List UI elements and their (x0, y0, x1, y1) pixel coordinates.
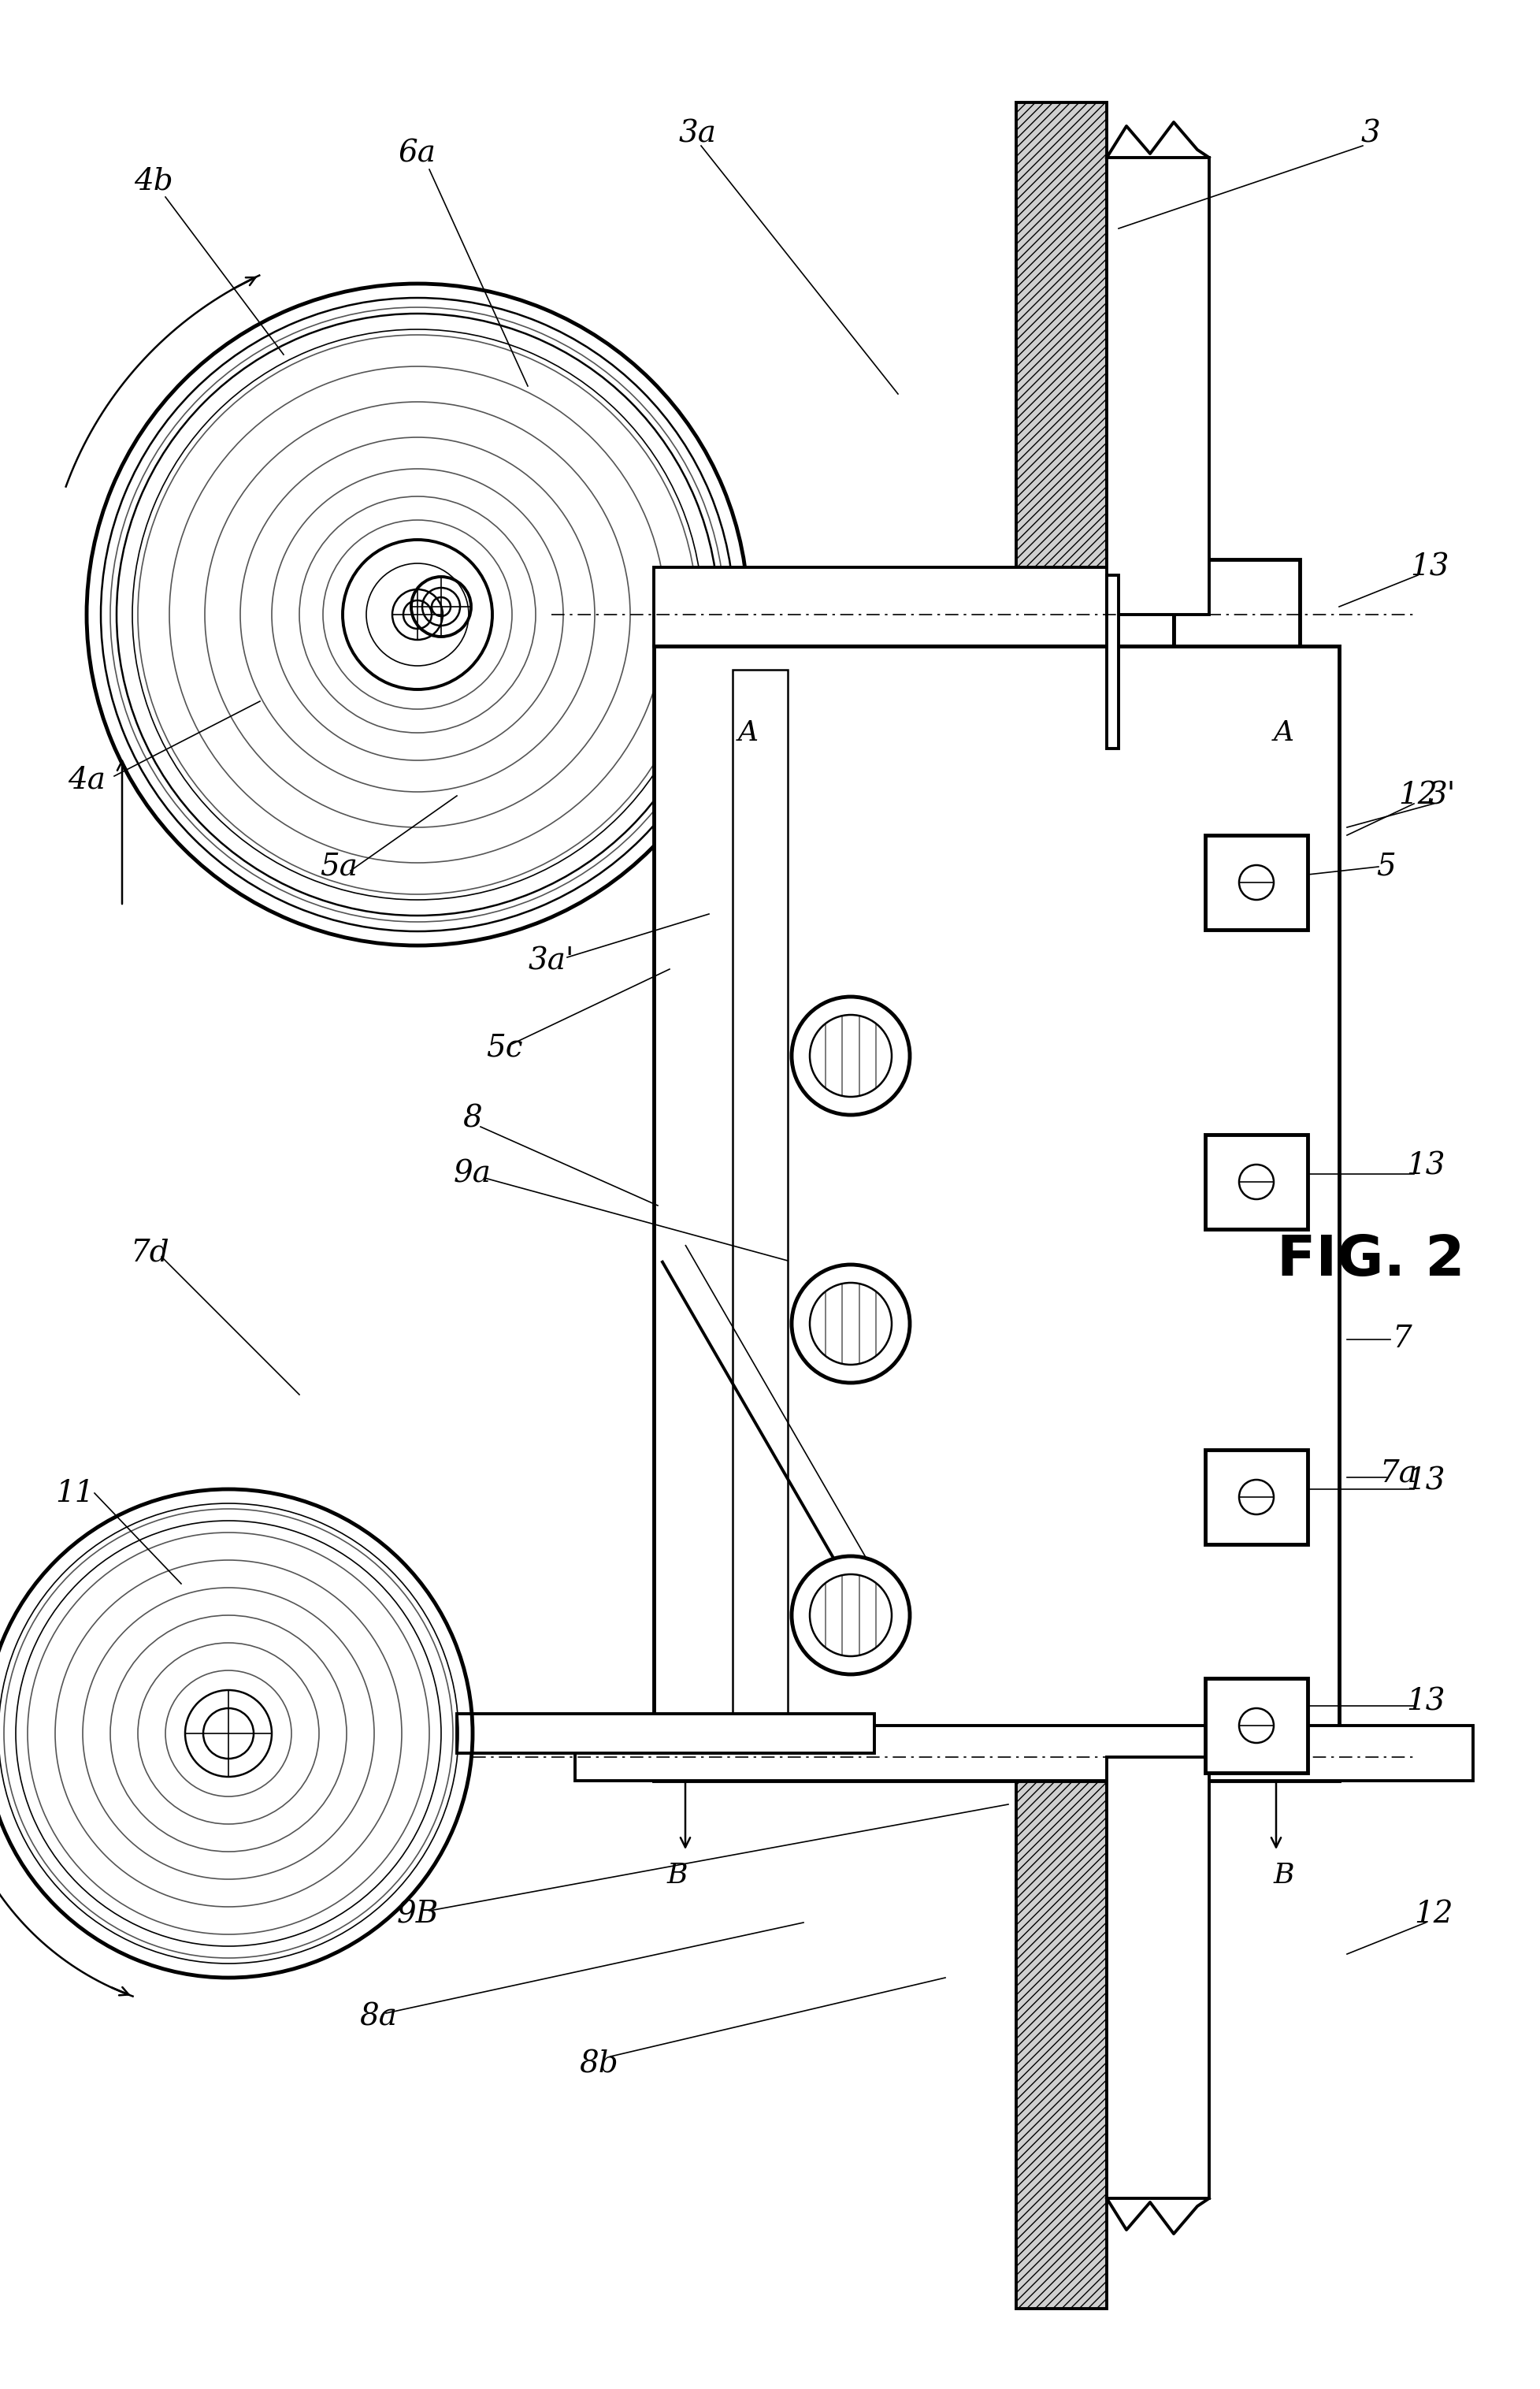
Text: 4b: 4b (134, 167, 172, 196)
Text: 3a': 3a' (528, 946, 574, 975)
Text: 8b: 8b (579, 2050, 618, 2078)
Text: 7: 7 (1392, 1326, 1412, 1355)
Text: 4a: 4a (68, 764, 106, 796)
Text: 8a: 8a (359, 2002, 397, 2031)
Bar (654, 566, 1173, 645)
Bar (1206, 1679, 1307, 1773)
Text: 3a: 3a (678, 119, 716, 148)
Text: 13: 13 (1406, 1467, 1445, 1496)
Bar (1016, 103, 1107, 748)
Text: 6a: 6a (399, 139, 436, 167)
Bar (1016, 645, 1107, 1780)
Text: B: B (1274, 1861, 1295, 1890)
Text: 13: 13 (1406, 1151, 1445, 1180)
Text: 8: 8 (464, 1104, 482, 1132)
Text: 5: 5 (1377, 853, 1397, 882)
Text: 5a: 5a (320, 853, 357, 882)
Text: 12: 12 (1398, 781, 1437, 810)
Bar (574, 1725, 1474, 1780)
Bar (457, 1713, 875, 1754)
Bar (654, 645, 1340, 1780)
Text: 12: 12 (1414, 1899, 1454, 1930)
Text: 9a: 9a (454, 1159, 491, 1190)
Bar (1016, 1756, 1107, 2308)
Bar (1173, 559, 1300, 655)
Text: 5c: 5c (485, 1034, 522, 1063)
Bar (1206, 1450, 1307, 1543)
Text: 13: 13 (1406, 1687, 1445, 1718)
Bar (1206, 836, 1307, 929)
Text: 13: 13 (1411, 552, 1449, 583)
Bar (1107, 158, 1209, 614)
Bar (1107, 576, 1118, 748)
Circle shape (792, 1264, 910, 1383)
Bar (1107, 1756, 1209, 2198)
Text: FIG. 2: FIG. 2 (1277, 1233, 1465, 1288)
Text: 7a: 7a (1380, 1460, 1417, 1488)
Circle shape (792, 1555, 910, 1675)
Bar (733, 669, 788, 1756)
Text: 3': 3' (1428, 781, 1455, 810)
Bar (1206, 1135, 1307, 1230)
Text: 9B: 9B (396, 1899, 439, 1930)
Circle shape (792, 996, 910, 1116)
Text: A: A (738, 719, 759, 745)
Text: 11: 11 (55, 1479, 94, 1507)
Text: B: B (667, 1861, 688, 1890)
Text: A: A (1274, 719, 1294, 745)
Text: 7d: 7d (129, 1238, 169, 1269)
Text: 3: 3 (1361, 119, 1380, 148)
